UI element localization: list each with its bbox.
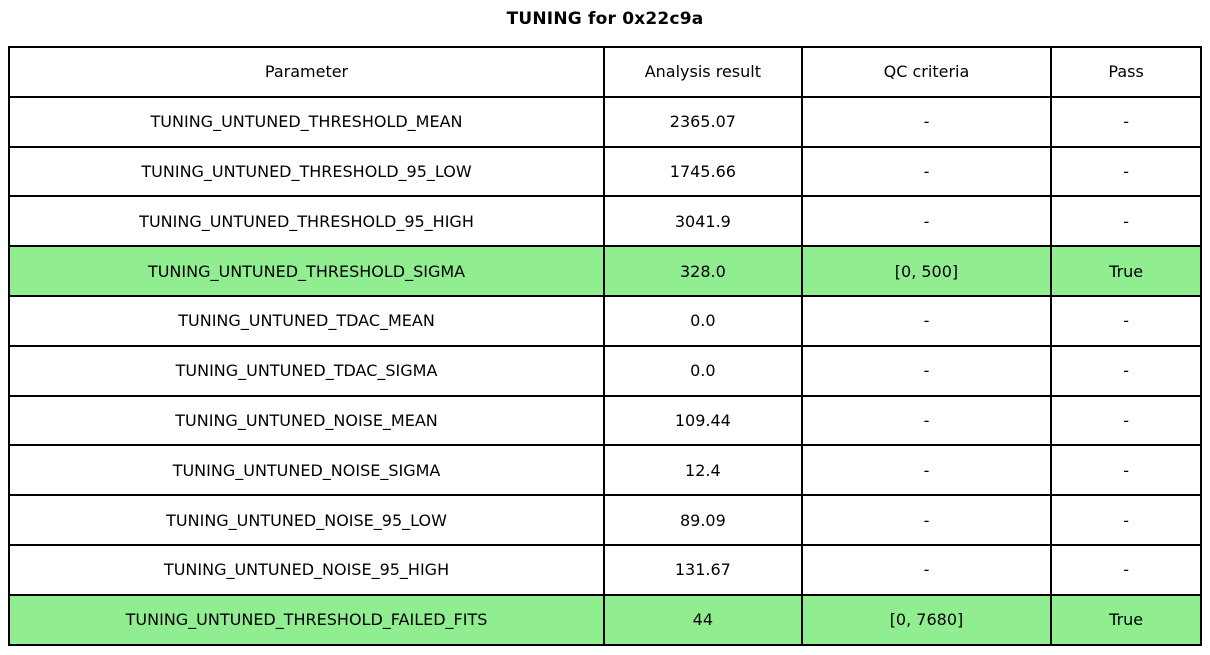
table-row: TUNING_UNTUNED_THRESHOLD_95_HIGH 3041.9 …	[7, 195, 1202, 248]
parameter-cell: TUNING_UNTUNED_TDAC_MEAN	[7, 294, 606, 347]
parameter-cell: TUNING_UNTUNED_NOISE_MEAN	[7, 394, 606, 447]
analysis-result-cell: 328.0	[603, 245, 803, 297]
parameter-cell: TUNING_UNTUNED_TDAC_SIGMA	[7, 344, 606, 397]
parameter-cell: TUNING_UNTUNED_NOISE_SIGMA	[7, 444, 606, 497]
parameter-cell: TUNING_UNTUNED_THRESHOLD_FAILED_FITS	[7, 593, 606, 646]
qc-criteria-cell: -	[800, 394, 1053, 447]
qc-criteria-cell: [0, 7680]	[800, 593, 1053, 646]
pass-cell: -	[1050, 543, 1202, 596]
analysis-result-cell: 12.4	[603, 444, 803, 497]
qc-criteria-cell: -	[800, 195, 1053, 248]
qc-results-table: Parameter Analysis result QC criteria Pa…	[7, 46, 1202, 646]
qc-criteria-cell: [0, 500]	[800, 245, 1053, 297]
pass-cell: -	[1050, 195, 1202, 248]
qc-criteria-cell: -	[800, 494, 1053, 546]
table-row: TUNING_UNTUNED_NOISE_MEAN 109.44 - -	[7, 394, 1202, 447]
parameter-cell: TUNING_UNTUNED_THRESHOLD_95_HIGH	[7, 195, 606, 248]
pass-cell: -	[1050, 95, 1202, 148]
table-row: TUNING_UNTUNED_THRESHOLD_MEAN 2365.07 - …	[7, 95, 1202, 148]
pass-cell: -	[1050, 344, 1202, 397]
analysis-result-cell: 131.67	[603, 543, 803, 596]
parameter-cell: TUNING_UNTUNED_THRESHOLD_SIGMA	[7, 245, 606, 297]
pass-cell: -	[1050, 145, 1202, 198]
analysis-result-cell: 109.44	[603, 394, 803, 447]
pass-cell: -	[1050, 444, 1202, 497]
table-row: TUNING_UNTUNED_THRESHOLD_95_LOW 1745.66 …	[7, 145, 1202, 198]
table-row: TUNING_UNTUNED_NOISE_95_LOW 89.09 - -	[7, 494, 1202, 546]
analysis-result-cell: 3041.9	[603, 195, 803, 248]
table-row-highlighted: TUNING_UNTUNED_THRESHOLD_FAILED_FITS 44 …	[7, 593, 1202, 646]
parameter-cell: TUNING_UNTUNED_THRESHOLD_MEAN	[7, 95, 606, 148]
qc-criteria-cell: -	[800, 344, 1053, 397]
table-row: TUNING_UNTUNED_TDAC_MEAN 0.0 - -	[7, 294, 1202, 347]
parameter-cell: TUNING_UNTUNED_NOISE_95_LOW	[7, 494, 606, 546]
analysis-result-cell: 89.09	[603, 494, 803, 546]
pass-cell: -	[1050, 494, 1202, 546]
table-header-row: Parameter Analysis result QC criteria Pa…	[7, 46, 1202, 98]
qc-criteria-cell: -	[800, 294, 1053, 347]
column-header-qc-criteria: QC criteria	[800, 46, 1053, 98]
column-header-analysis-result: Analysis result	[603, 46, 803, 98]
analysis-result-cell: 1745.66	[603, 145, 803, 198]
table-row: TUNING_UNTUNED_NOISE_SIGMA 12.4 - -	[7, 444, 1202, 497]
pass-cell: -	[1050, 394, 1202, 447]
pass-cell: True	[1050, 245, 1202, 297]
analysis-result-cell: 2365.07	[603, 95, 803, 148]
pass-cell: True	[1050, 593, 1202, 646]
page-title: TUNING for 0x22c9a	[506, 9, 704, 29]
column-header-parameter: Parameter	[7, 46, 606, 98]
table-row: TUNING_UNTUNED_TDAC_SIGMA 0.0 - -	[7, 344, 1202, 397]
table-row-highlighted: TUNING_UNTUNED_THRESHOLD_SIGMA 328.0 [0,…	[7, 245, 1202, 297]
table-row: TUNING_UNTUNED_NOISE_95_HIGH 131.67 - -	[7, 543, 1202, 596]
column-header-pass: Pass	[1050, 46, 1202, 98]
qc-criteria-cell: -	[800, 95, 1053, 148]
qc-criteria-cell: -	[800, 145, 1053, 198]
analysis-result-cell: 44	[603, 593, 803, 646]
qc-criteria-cell: -	[800, 444, 1053, 497]
qc-criteria-cell: -	[800, 543, 1053, 596]
analysis-result-cell: 0.0	[603, 344, 803, 397]
parameter-cell: TUNING_UNTUNED_THRESHOLD_95_LOW	[7, 145, 606, 198]
pass-cell: -	[1050, 294, 1202, 347]
analysis-result-cell: 0.0	[603, 294, 803, 347]
parameter-cell: TUNING_UNTUNED_NOISE_95_HIGH	[7, 543, 606, 596]
